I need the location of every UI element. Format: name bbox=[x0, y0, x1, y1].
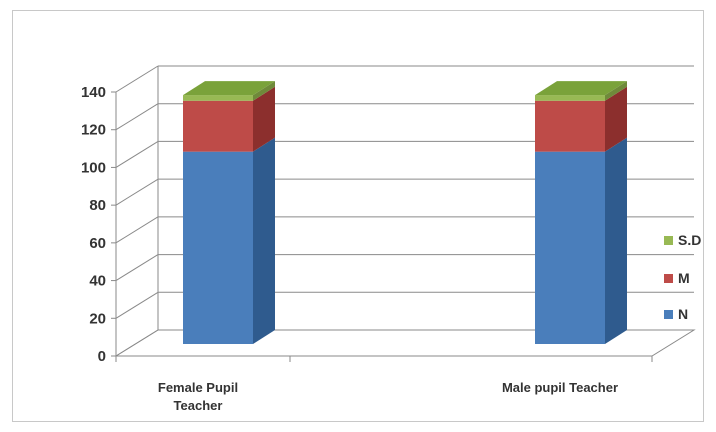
gridline-side bbox=[115, 216, 159, 244]
bar-side-n bbox=[605, 137, 627, 344]
gridline-side bbox=[115, 103, 159, 131]
bar-segment-m bbox=[183, 100, 253, 152]
bar-side-m bbox=[253, 86, 275, 152]
y-tick-label: 0 bbox=[98, 348, 106, 365]
gridline-side bbox=[115, 254, 159, 281]
y-tick-label: 140 bbox=[81, 84, 106, 101]
legend-label: M bbox=[678, 270, 690, 286]
bar-segment-n bbox=[183, 151, 253, 344]
bar-segment-m bbox=[535, 100, 605, 152]
gridline-side bbox=[115, 141, 159, 168]
bar-segment-n bbox=[535, 151, 605, 344]
y-tick-label: 40 bbox=[89, 273, 106, 290]
gridline-side bbox=[115, 329, 159, 357]
legend-swatch bbox=[664, 236, 673, 245]
bar-side-sd bbox=[253, 81, 275, 101]
bar-segment-sd bbox=[183, 95, 253, 101]
legend-label: S.D bbox=[678, 232, 701, 248]
bars bbox=[183, 81, 627, 344]
legend-label: N bbox=[678, 306, 688, 322]
legend-swatch bbox=[664, 310, 673, 319]
y-axis-ticks: 0 20 40 60 80 100 120 140 bbox=[81, 84, 106, 365]
bar-top-sd bbox=[535, 81, 627, 96]
y-tick-label: 20 bbox=[89, 310, 106, 327]
bar-segment-sd bbox=[535, 95, 605, 101]
x-category-label-line: Female Pupil bbox=[158, 380, 238, 395]
y-tick-label: 80 bbox=[89, 197, 106, 214]
x-category-label-line: Male pupil Teacher bbox=[502, 380, 618, 395]
legend-swatch bbox=[664, 274, 673, 283]
bar-side-sd bbox=[605, 81, 627, 101]
gridline-side bbox=[115, 65, 159, 93]
gridline-side bbox=[115, 178, 159, 206]
bar-side-n bbox=[253, 137, 275, 344]
y-tick-label: 60 bbox=[89, 235, 106, 252]
gridline-side bbox=[115, 291, 159, 319]
x-category-label: Female Pupil Teacher bbox=[158, 380, 238, 413]
bar-top-sd bbox=[183, 81, 275, 96]
legend: S.D M N bbox=[664, 232, 701, 322]
x-category-label-line: Teacher bbox=[174, 398, 223, 413]
bar-side-m bbox=[605, 86, 627, 152]
y-tick-label: 100 bbox=[81, 159, 106, 176]
y-tick-label: 120 bbox=[81, 122, 106, 139]
x-axis-labels: Female Pupil Teacher Male pupil Teacher bbox=[158, 380, 618, 413]
x-category-label: Male pupil Teacher bbox=[502, 380, 618, 395]
